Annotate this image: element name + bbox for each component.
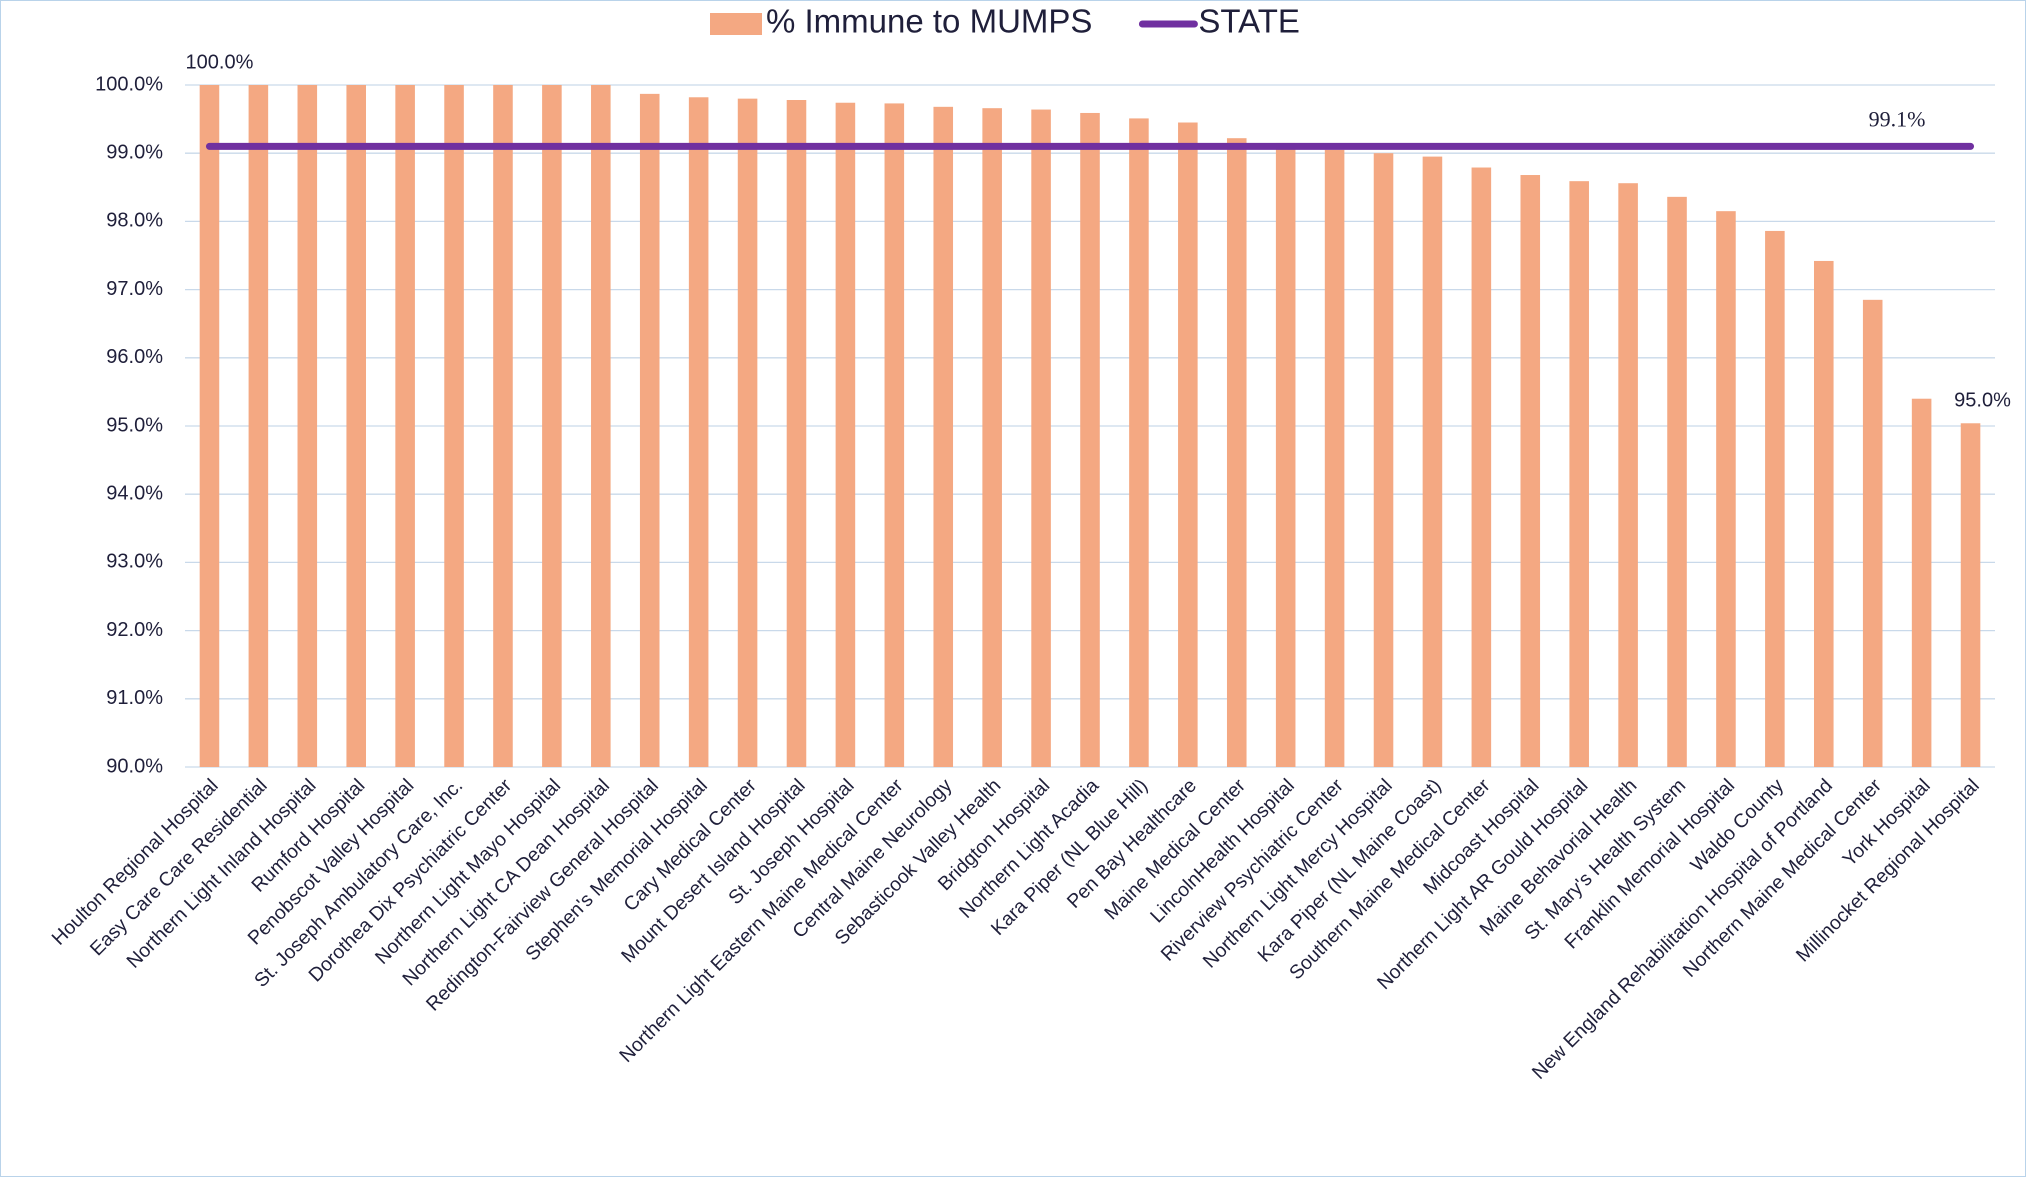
y-tick-label: 100.0%: [95, 73, 163, 95]
legend-swatch: [710, 13, 762, 35]
bar: [297, 85, 318, 767]
bar: [493, 85, 513, 767]
bar: [444, 85, 464, 767]
bar: [1911, 398, 1932, 767]
y-tick-label: 95.0%: [106, 414, 163, 436]
bar: [786, 100, 807, 767]
y-tick-label: 97.0%: [106, 278, 163, 300]
bar: [591, 85, 611, 767]
y-tick-label: 93.0%: [106, 551, 163, 573]
bar: [737, 98, 758, 767]
bar: [1569, 181, 1589, 768]
y-tick-label: 98.0%: [106, 210, 163, 232]
bar: [1520, 175, 1541, 768]
y-tick-label: 91.0%: [106, 687, 163, 709]
bar: [1129, 118, 1149, 768]
bar: [933, 106, 954, 768]
bar: [1765, 230, 1785, 767]
data-label: 95.0%: [1954, 390, 2011, 412]
bar: [1814, 260, 1834, 767]
bar: [1422, 156, 1443, 768]
legend-label: STATE: [1198, 3, 1299, 40]
bar: [1618, 183, 1638, 767]
bar: [199, 85, 220, 767]
bar: [542, 85, 562, 767]
bar: [1960, 423, 1981, 767]
y-tick-label: 96.0%: [106, 346, 163, 368]
legend-label: % Immune to MUMPS: [766, 3, 1092, 40]
bar: [688, 97, 709, 767]
bar: [1716, 211, 1736, 768]
bar: [1080, 112, 1100, 768]
bar: [1031, 109, 1051, 767]
bar: [1275, 142, 1296, 768]
y-tick-label: 90.0%: [106, 755, 163, 777]
data-label: 100.0%: [186, 51, 254, 73]
bar: [248, 85, 269, 767]
bar: [639, 93, 660, 768]
bar: [1226, 138, 1247, 768]
bar: [1471, 167, 1492, 768]
bar: [395, 85, 415, 767]
bar: [982, 108, 1002, 768]
y-tick-label: 92.0%: [106, 619, 163, 641]
bar: [1667, 196, 1687, 767]
bar: [1862, 299, 1883, 767]
bar: [346, 85, 366, 767]
bar: [1373, 153, 1394, 767]
bar: [1178, 122, 1198, 767]
bar: [1324, 149, 1345, 768]
bar: [835, 102, 856, 768]
y-tick-label: 99.0%: [106, 141, 163, 163]
bar: [884, 103, 905, 767]
data-label: 99.1%: [1869, 106, 1926, 131]
y-tick-label: 94.0%: [106, 482, 163, 504]
